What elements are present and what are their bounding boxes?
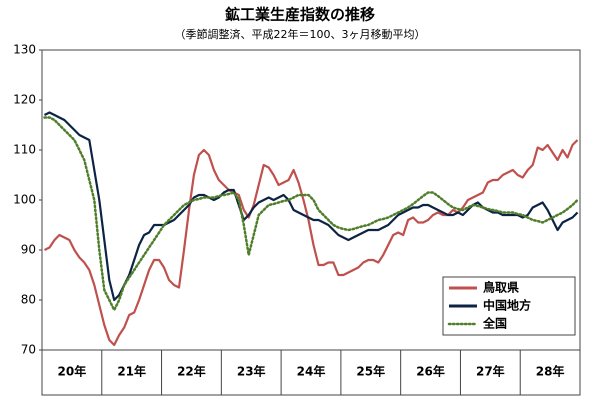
x-tick-label: 24年 — [297, 364, 326, 379]
series-line — [43, 116, 579, 312]
x-tick-label: 20年 — [58, 364, 87, 379]
y-tick-label: 130 — [13, 43, 36, 57]
legend-label: 全国 — [482, 316, 507, 331]
x-tick-label: 23年 — [237, 364, 266, 379]
x-tick-label: 21年 — [117, 364, 146, 379]
y-tick-label: 80 — [21, 293, 36, 307]
legend-label: 中国地方 — [483, 298, 531, 313]
x-axis-box — [41, 349, 581, 396]
x-tick-label: 26年 — [416, 364, 445, 379]
series-line — [44, 111, 579, 302]
x-tick-label: 22年 — [177, 364, 206, 379]
y-tick-label: 110 — [13, 143, 36, 157]
series-line — [44, 139, 579, 347]
y-tick-label: 120 — [13, 93, 36, 107]
x-tick-label: 25年 — [356, 364, 385, 379]
chart-title: 鉱工業生産指数の推移 — [225, 6, 375, 24]
chart-subtitle: （季節調整済、平成22年＝100、3ヶ月移動平均） — [175, 27, 426, 41]
y-tick-label: 90 — [21, 243, 36, 257]
y-tick-label: 70 — [21, 343, 36, 357]
x-tick-label: 28年 — [536, 364, 565, 379]
y-tick-label: 100 — [13, 193, 36, 207]
x-tick-label: 27年 — [476, 364, 505, 379]
legend-label: 鳥取県 — [483, 280, 519, 295]
